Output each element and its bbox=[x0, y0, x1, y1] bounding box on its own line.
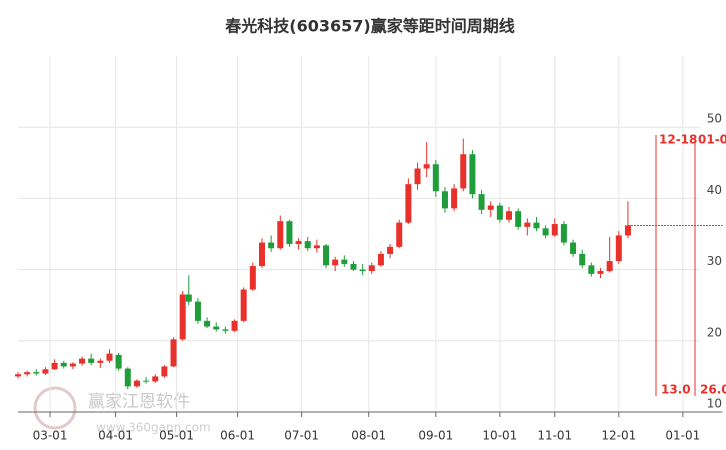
y-tick-label: 50 bbox=[707, 112, 722, 126]
candle-body bbox=[405, 184, 412, 223]
x-tick-label: 06-01 bbox=[220, 429, 255, 443]
candle-body bbox=[213, 326, 220, 330]
x-tick-label: 09-01 bbox=[418, 429, 453, 443]
candle-body bbox=[194, 301, 201, 321]
candle-body bbox=[161, 366, 168, 377]
y-tick-label: 40 bbox=[707, 183, 722, 197]
candle-body bbox=[350, 263, 357, 270]
candle-body bbox=[515, 211, 522, 227]
candle-body bbox=[152, 376, 159, 382]
candle-body bbox=[97, 360, 104, 363]
cycle-date: 12-18 bbox=[659, 133, 697, 147]
candle-body bbox=[106, 353, 113, 361]
candle-body bbox=[258, 242, 265, 267]
x-tick-label: 05-01 bbox=[159, 429, 194, 443]
candle-body bbox=[606, 261, 613, 272]
candle-body bbox=[368, 265, 375, 272]
y-tick-label: 10 bbox=[707, 397, 722, 411]
candle-body bbox=[432, 164, 439, 192]
candle-body bbox=[570, 242, 577, 254]
candle-body bbox=[387, 246, 394, 254]
candle-body bbox=[615, 235, 622, 262]
x-tick-label: 04-01 bbox=[98, 429, 133, 443]
candle-body bbox=[79, 358, 86, 364]
candle-body bbox=[69, 363, 76, 367]
candle-body bbox=[579, 253, 586, 266]
candle-body bbox=[323, 245, 330, 266]
candle-body bbox=[222, 329, 229, 331]
candle-body bbox=[496, 205, 503, 220]
candle-body bbox=[341, 259, 348, 264]
candle-body bbox=[240, 289, 247, 321]
candle-body bbox=[359, 269, 366, 272]
candle-body bbox=[377, 253, 384, 266]
x-tick-label: 08-01 bbox=[351, 429, 386, 443]
candle-body bbox=[304, 241, 311, 249]
candle-body bbox=[551, 224, 558, 236]
watermark-logo bbox=[33, 386, 77, 430]
x-tick-label: 10-01 bbox=[482, 429, 517, 443]
cycle-level: 13.0 bbox=[661, 383, 691, 397]
candle-body bbox=[204, 320, 211, 327]
candle-body bbox=[524, 222, 531, 227]
candle-body bbox=[332, 259, 339, 266]
candle-body bbox=[286, 221, 293, 244]
x-tick-label: 01-01 bbox=[665, 429, 700, 443]
candle-body bbox=[185, 294, 192, 302]
candle-body bbox=[460, 154, 467, 189]
candle-body bbox=[42, 369, 49, 374]
watermark: 赢家江恩软件 bbox=[88, 392, 190, 412]
candle-body bbox=[51, 362, 58, 370]
y-tick-label: 30 bbox=[707, 254, 722, 268]
candle-body bbox=[60, 362, 67, 367]
candle-body bbox=[469, 154, 476, 195]
candle-body bbox=[487, 205, 494, 210]
candle-body bbox=[313, 245, 320, 249]
candle-body bbox=[277, 221, 284, 249]
candle-body bbox=[143, 380, 150, 382]
candle-body bbox=[88, 358, 95, 363]
candle-body bbox=[560, 224, 567, 243]
candle-body bbox=[15, 374, 21, 377]
candle-body bbox=[396, 222, 403, 247]
candle-body bbox=[533, 222, 540, 229]
candle-body bbox=[249, 266, 256, 290]
candle-body bbox=[441, 191, 448, 209]
candle-body bbox=[423, 164, 430, 169]
candle-body bbox=[478, 194, 485, 210]
candle-body bbox=[124, 368, 131, 387]
candle-body bbox=[268, 242, 275, 249]
cycle-level: 26.0 bbox=[700, 383, 726, 397]
candle-body bbox=[542, 228, 549, 236]
x-tick-label: 11-01 bbox=[537, 429, 572, 443]
candle-body bbox=[451, 188, 458, 209]
candle-body bbox=[33, 372, 40, 374]
candle-body bbox=[115, 355, 122, 369]
candle-body bbox=[295, 241, 302, 244]
candle-body bbox=[506, 211, 513, 220]
watermark: www.360gann.com bbox=[96, 421, 211, 435]
x-tick-label: 03-01 bbox=[33, 429, 68, 443]
candle-body bbox=[179, 294, 186, 340]
candle-body bbox=[597, 271, 604, 274]
candle-body bbox=[170, 339, 177, 367]
candle-body bbox=[231, 320, 238, 331]
candle-body bbox=[133, 380, 140, 387]
candle-body bbox=[24, 372, 31, 375]
x-tick-label: 12-01 bbox=[601, 429, 636, 443]
y-tick-label: 20 bbox=[707, 325, 722, 339]
candle-body bbox=[414, 168, 421, 185]
x-tick-label: 07-01 bbox=[284, 429, 319, 443]
candle-body bbox=[588, 265, 595, 274]
cycle-date: 01-0 bbox=[698, 133, 726, 147]
candle-body bbox=[624, 225, 631, 236]
chart-title: 春光科技(603657)赢家等距时间周期线 bbox=[224, 17, 514, 36]
